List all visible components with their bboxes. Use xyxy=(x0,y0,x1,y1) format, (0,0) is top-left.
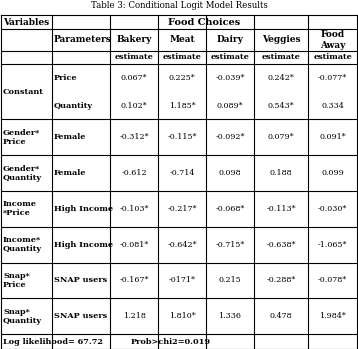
Text: 0.334: 0.334 xyxy=(321,102,344,110)
Text: -0.092*: -0.092* xyxy=(215,133,245,141)
Text: Veggies: Veggies xyxy=(262,36,300,44)
Text: Food
Away: Food Away xyxy=(320,30,345,50)
Text: -0.078*: -0.078* xyxy=(318,276,347,284)
Text: Table 3: Conditional Logit Model Results: Table 3: Conditional Logit Model Results xyxy=(91,1,267,10)
Text: Snap*
Price: Snap* Price xyxy=(3,272,30,289)
Text: Price: Price xyxy=(54,74,78,82)
Text: Meat: Meat xyxy=(169,36,195,44)
Text: estimate: estimate xyxy=(211,53,250,61)
Text: estimate: estimate xyxy=(262,53,300,61)
Text: 0.067*: 0.067* xyxy=(121,74,147,82)
Text: 0.225*: 0.225* xyxy=(169,74,195,82)
Text: 0.099: 0.099 xyxy=(321,169,344,177)
Text: SNAP users: SNAP users xyxy=(54,312,107,320)
Text: Parameters: Parameters xyxy=(54,36,112,44)
Text: Variables: Variables xyxy=(3,17,49,27)
Text: Food Choices: Food Choices xyxy=(168,17,241,27)
Text: 0.089*: 0.089* xyxy=(217,102,243,110)
Text: -0.167*: -0.167* xyxy=(119,276,149,284)
Text: 0.188: 0.188 xyxy=(270,169,292,177)
Text: estimate: estimate xyxy=(313,53,352,61)
Text: 1.984*: 1.984* xyxy=(319,312,346,320)
Text: 0.543*: 0.543* xyxy=(268,102,294,110)
Text: 1.185*: 1.185* xyxy=(169,102,195,110)
Text: -0.039*: -0.039* xyxy=(215,74,245,82)
Text: -0.217*: -0.217* xyxy=(167,205,197,213)
Text: High Income: High Income xyxy=(54,241,113,248)
Text: -0.115*: -0.115* xyxy=(167,133,197,141)
Text: 0.079*: 0.079* xyxy=(268,133,294,141)
Text: Snap*
Quantity: Snap* Quantity xyxy=(3,307,42,325)
Text: Dairy: Dairy xyxy=(217,36,243,44)
Text: Female: Female xyxy=(54,169,87,177)
Text: -1.065*: -1.065* xyxy=(318,241,347,248)
Text: -0.638*: -0.638* xyxy=(266,241,296,248)
Text: estimate: estimate xyxy=(115,53,153,61)
Text: -0.081*: -0.081* xyxy=(119,241,149,248)
Text: Quantity: Quantity xyxy=(54,102,93,110)
Text: 1.218: 1.218 xyxy=(122,312,145,320)
Text: 0.091*: 0.091* xyxy=(319,133,346,141)
Text: -0.715*: -0.715* xyxy=(215,241,245,248)
Text: 0.478: 0.478 xyxy=(270,312,292,320)
Text: Prob>chi2=0.019: Prob>chi2=0.019 xyxy=(131,337,211,346)
Text: -0171*: -0171* xyxy=(169,276,195,284)
Text: 0.215: 0.215 xyxy=(219,276,241,284)
Text: Constant: Constant xyxy=(3,88,44,96)
Text: Log likelihood= 67.72: Log likelihood= 67.72 xyxy=(3,337,103,346)
Text: 0.242*: 0.242* xyxy=(267,74,294,82)
Text: -0.068*: -0.068* xyxy=(215,205,245,213)
Text: 0.098: 0.098 xyxy=(219,169,241,177)
Text: High Income: High Income xyxy=(54,205,113,213)
Text: Female: Female xyxy=(54,133,87,141)
Text: 0.102*: 0.102* xyxy=(121,102,147,110)
Text: -0.113*: -0.113* xyxy=(266,205,296,213)
Text: -0.077*: -0.077* xyxy=(318,74,347,82)
Text: 1.336: 1.336 xyxy=(218,312,242,320)
Text: Gender*
Price: Gender* Price xyxy=(3,129,40,146)
Text: -0.612: -0.612 xyxy=(121,169,147,177)
Text: Bakery: Bakery xyxy=(116,36,152,44)
Text: Income
*Price: Income *Price xyxy=(3,200,37,217)
Text: estimate: estimate xyxy=(163,53,201,61)
Text: Income*
Quantity: Income* Quantity xyxy=(3,236,42,253)
Text: SNAP users: SNAP users xyxy=(54,276,107,284)
Text: -0.714: -0.714 xyxy=(169,169,195,177)
Text: -0.642*: -0.642* xyxy=(167,241,197,248)
Text: -0.030*: -0.030* xyxy=(318,205,347,213)
Text: 1.810*: 1.810* xyxy=(169,312,195,320)
Text: -0.312*: -0.312* xyxy=(119,133,149,141)
Text: -0.288*: -0.288* xyxy=(266,276,296,284)
Text: -0.103*: -0.103* xyxy=(119,205,149,213)
Text: Gender*
Quantity: Gender* Quantity xyxy=(3,164,42,182)
